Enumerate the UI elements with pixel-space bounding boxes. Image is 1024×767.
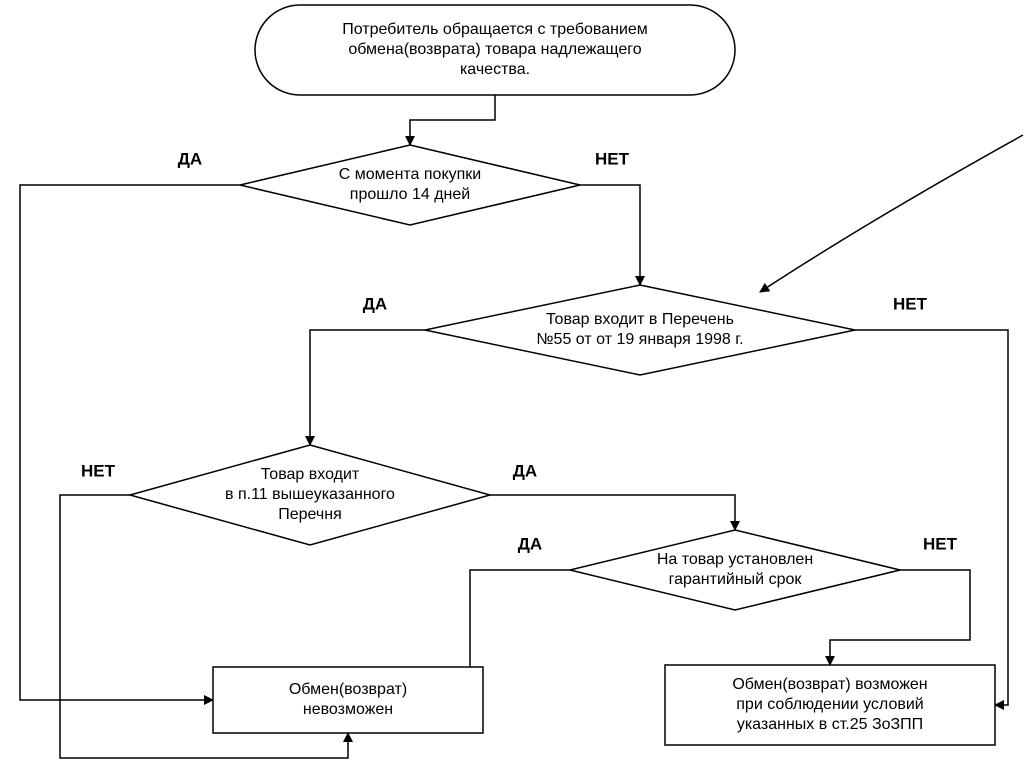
label-d4_yes: ДА	[518, 534, 542, 553]
node-d2-line-0: Товар входит в Перечень	[546, 311, 734, 328]
edge-e_d4_no	[830, 570, 970, 665]
edge-e_curve	[760, 135, 1023, 292]
node-d1: С момента покупки прошло 14 дней	[240, 145, 580, 225]
node-start-line-0: Потребитель обращается с требованием	[342, 21, 648, 38]
node-r1: Обмен(возврат) невозможен	[213, 667, 483, 733]
node-d1-line-0: С момента покупки	[339, 166, 481, 183]
node-r1-line-1: невозможен	[303, 701, 393, 718]
node-d3-line-2: Перечня	[278, 506, 342, 523]
flowchart-canvas: Потребитель обращается с требованием обме…	[0, 0, 1024, 767]
node-r2: Обмен(возврат) возможен при соблюдении ус…	[665, 665, 995, 745]
node-start-line-2: качества.	[460, 61, 530, 78]
label-d1_yes: ДА	[178, 149, 202, 168]
edge-e_d1_yes	[20, 185, 240, 700]
node-r2-line-0: Обмен(возврат) возможен	[732, 676, 927, 693]
node-d3: Товар входит в п.11 вышеуказанного Перечня	[130, 445, 490, 545]
edge-e_d2_no	[855, 330, 1008, 705]
node-d4-line-0: На товар установлен	[657, 551, 813, 568]
edge-e_d4_yes	[470, 570, 570, 700]
node-start: Потребитель обращается с требованием обме…	[255, 5, 735, 95]
edge-e_d3_yes	[490, 495, 735, 530]
node-d4: На товар установлен гарантийный срок	[570, 530, 900, 610]
node-d2: Товар входит в Перечень №55 от от 19 янва…	[425, 285, 855, 375]
edge-e_d1_no	[580, 185, 640, 285]
label-d4_no: НЕТ	[923, 534, 958, 553]
node-r1-line-0: Обмен(возврат)	[289, 681, 407, 698]
node-r2-line-2: указанных в ст.25 ЗоЗПП	[737, 716, 923, 733]
edge-e_d2_yes	[310, 330, 425, 445]
label-d3_no: НЕТ	[81, 461, 116, 480]
edge-e_start_d1	[410, 95, 495, 145]
label-d2_no: НЕТ	[893, 294, 928, 313]
label-d3_yes: ДА	[513, 461, 537, 480]
node-d3-line-0: Товар входит	[261, 466, 360, 483]
node-d4-line-1: гарантийный срок	[669, 571, 803, 588]
label-d2_yes: ДА	[363, 294, 387, 313]
node-d2-line-1: №55 от от 19 января 1998 г.	[536, 331, 743, 348]
label-d1_no: НЕТ	[595, 149, 630, 168]
node-r2-line-1: при соблюдении условий	[736, 696, 923, 713]
node-d1-line-1: прошло 14 дней	[350, 186, 470, 203]
node-d3-line-1: в п.11 вышеуказанного	[225, 486, 395, 503]
node-start-line-1: обмена(возврата) товара надлежащего	[348, 41, 641, 58]
